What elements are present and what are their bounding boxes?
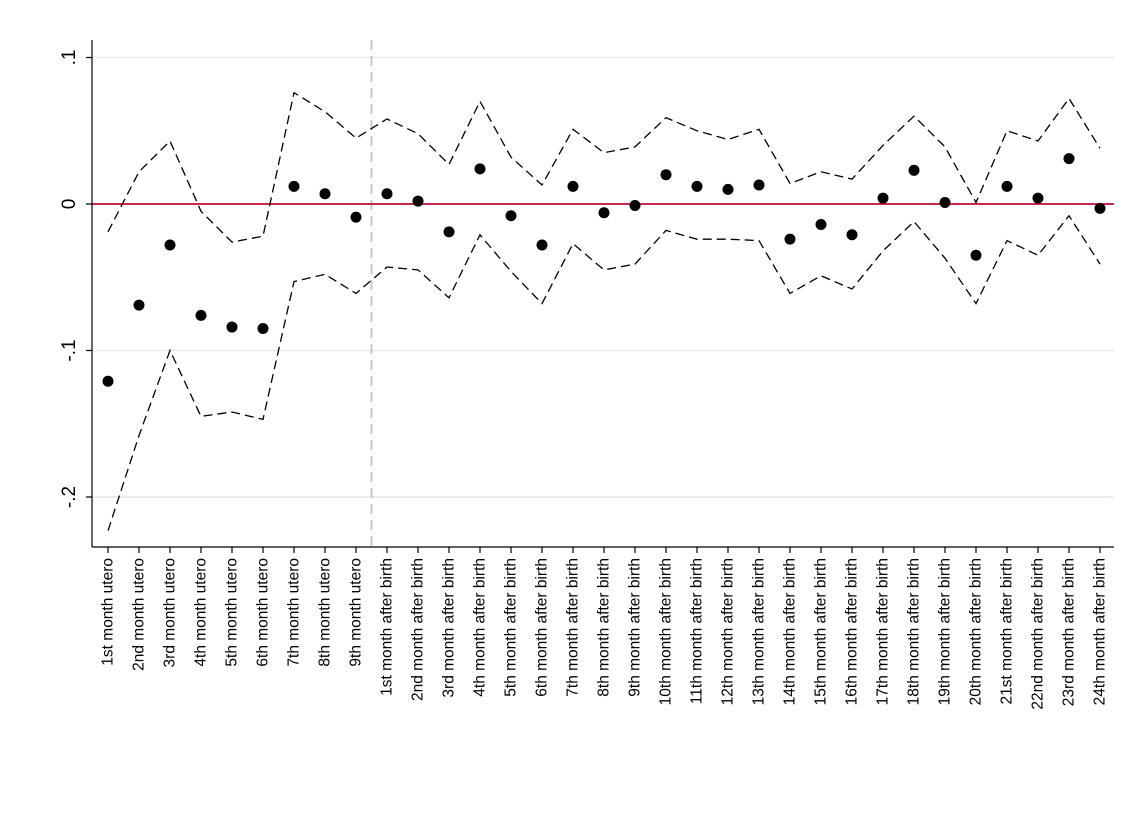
- x-tick-label-17: 8th month after birth: [596, 558, 613, 697]
- x-tick-label-29: 20th month after birth: [968, 558, 985, 705]
- point-estimate-13: [474, 163, 486, 175]
- x-tick-label-18: 9th month after birth: [627, 558, 644, 697]
- y-tick-label-0: .1: [59, 50, 80, 66]
- axes: [86, 40, 1114, 553]
- x-tick-label-1: 1st month utero: [100, 558, 117, 666]
- x-tick-label-10: 1st month after birth: [379, 558, 396, 696]
- point-estimate-14: [505, 210, 517, 222]
- lower-ci-line: [107, 214, 1101, 531]
- x-tick-label-21: 12th month after birth: [720, 558, 737, 705]
- x-tick-label-9: 9th month utero: [348, 558, 365, 667]
- point-estimate-30: [1001, 180, 1013, 192]
- x-tick-label-11: 2nd month after birth: [410, 558, 427, 701]
- point-estimate-24: [815, 219, 827, 231]
- x-tick-label-8: 8th month utero: [317, 558, 334, 667]
- point-estimate-22: [753, 179, 765, 191]
- point-estimate-23: [784, 233, 796, 245]
- point-estimate-5: [226, 321, 238, 333]
- x-tick-label-27: 18th month after birth: [906, 558, 923, 705]
- point-estimate-12: [443, 226, 455, 238]
- x-tick-label-16: 7th month after birth: [565, 558, 582, 697]
- reference-lines: [92, 40, 1114, 547]
- x-tick-label-26: 17th month after birth: [875, 558, 892, 705]
- x-tick-label-7: 7th month utero: [286, 558, 303, 667]
- y-tick-labels: .1 0 -.1 -.2: [59, 50, 80, 509]
- point-estimate-7: [288, 180, 300, 192]
- x-tick-label-33: 24th month after birth: [1092, 558, 1109, 705]
- point-estimate-33: [1094, 202, 1106, 214]
- x-tick-label-12: 3rd month after birth: [441, 558, 458, 698]
- point-estimate-26: [877, 192, 889, 204]
- point-estimate-31: [1032, 192, 1044, 204]
- point-estimate-10: [381, 188, 393, 200]
- point-estimate-9: [350, 211, 362, 223]
- point-estimate-21: [722, 183, 734, 195]
- point-estimate-8: [319, 188, 331, 200]
- point-estimate-6: [257, 323, 269, 335]
- point-estimate-32: [1063, 153, 1075, 165]
- point-estimate-28: [939, 197, 951, 209]
- x-tick-label-19: 10th month after birth: [658, 558, 675, 705]
- point-estimate-29: [970, 249, 982, 261]
- x-tick-label-5: 5th month utero: [224, 558, 241, 667]
- x-tick-label-20: 11th month after birth: [689, 558, 706, 704]
- point-estimate-3: [164, 239, 176, 251]
- point-estimate-27: [908, 164, 920, 176]
- x-tick-label-30: 21st month after birth: [999, 558, 1016, 704]
- x-tick-label-22: 13th month after birth: [751, 558, 768, 705]
- x-tick-label-14: 5th month after birth: [503, 558, 520, 697]
- point-estimate-17: [598, 207, 610, 219]
- x-tick-label-15: 6th month after birth: [534, 558, 551, 697]
- confidence-interval-lines: [107, 91, 1101, 531]
- x-tick-label-23: 14th month after birth: [782, 558, 799, 705]
- x-tick-label-13: 4th month after birth: [472, 558, 489, 697]
- point-estimate-15: [536, 239, 548, 251]
- x-tick-label-25: 16th month after birth: [844, 558, 861, 705]
- point-estimate-25: [846, 229, 858, 241]
- point-estimates: [102, 153, 1106, 387]
- y-tick-label-1: 0: [59, 199, 80, 210]
- x-tick-label-2: 2nd month utero: [131, 558, 148, 671]
- x-tick-labels: 1st month utero 2nd month utero 3rd month …: [100, 558, 1109, 710]
- x-tick-label-4: 4th month utero: [193, 558, 210, 667]
- upper-ci-line: [107, 91, 1101, 243]
- point-estimate-4: [195, 309, 207, 321]
- x-tick-label-6: 6th month utero: [255, 558, 272, 667]
- grid-lines: [92, 56, 1114, 498]
- point-estimate-2: [133, 299, 145, 311]
- x-tick-label-32: 23rd month after birth: [1061, 558, 1078, 706]
- point-estimate-16: [567, 180, 579, 192]
- x-tick-label-24: 15th month after birth: [813, 558, 830, 705]
- y-tick-label-3: -.2: [59, 486, 80, 508]
- y-tick-label-2: -.1: [59, 339, 80, 361]
- x-tick-label-3: 3rd month utero: [162, 558, 179, 667]
- point-estimate-11: [412, 195, 424, 207]
- point-estimate-18: [629, 199, 641, 211]
- x-tick-label-28: 19th month after birth: [937, 558, 954, 705]
- point-estimate-20: [691, 180, 703, 192]
- point-estimate-19: [660, 169, 672, 181]
- point-estimate-1: [102, 375, 114, 387]
- x-tick-label-31: 22nd month after birth: [1030, 558, 1047, 710]
